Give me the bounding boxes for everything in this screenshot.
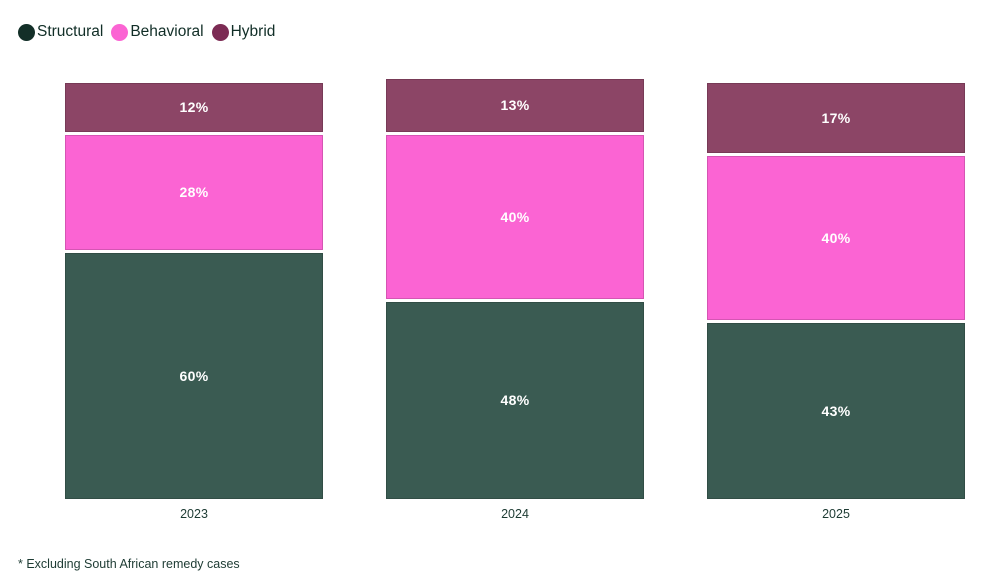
legend-item-hybrid[interactable]: Hybrid: [211, 23, 276, 41]
bar-segment-structural-2024[interactable]: 48%: [386, 301, 644, 499]
x-axis-label-2023: 2023: [180, 506, 208, 521]
segment-value-label: 28%: [179, 184, 209, 200]
chart-footnote: * Excluding South African remedy cases: [18, 557, 240, 571]
bar-segment-hybrid-2023[interactable]: 12%: [65, 82, 323, 132]
bar-segment-hybrid-2025[interactable]: 17%: [707, 82, 965, 153]
bar-column-2024: 13% 40% 48% 2024: [386, 78, 644, 521]
legend-swatch-structural-icon: [18, 23, 35, 41]
stacked-bar-2025: 17% 40% 43%: [707, 82, 965, 499]
bar-column-2023: 12% 28% 60% 2023: [65, 82, 323, 521]
segment-value-label: 48%: [500, 392, 530, 408]
bar-segment-structural-2025[interactable]: 43%: [707, 322, 965, 499]
bars-row: 12% 28% 60% 2023 13% 40% 48% 2024 17% 40% 43% 2025: [65, 78, 965, 520]
bar-segment-behavioral-2023[interactable]: 28%: [65, 134, 323, 250]
bar-segment-hybrid-2024[interactable]: 13%: [386, 78, 644, 132]
x-axis-label-2024: 2024: [501, 506, 529, 521]
bar-segment-behavioral-2025[interactable]: 40%: [707, 155, 965, 320]
legend-item-structural[interactable]: Structural: [18, 23, 104, 41]
stacked-bar-2024: 13% 40% 48%: [386, 78, 644, 499]
bar-column-2025: 17% 40% 43% 2025: [707, 82, 965, 521]
stacked-bar-2023: 12% 28% 60%: [65, 82, 323, 499]
legend-swatch-hybrid-icon: [211, 23, 229, 41]
legend-label-hybrid: Hybrid: [230, 23, 276, 41]
chart-legend: Structural Behavioral Hybrid: [18, 22, 1000, 42]
segment-value-label: 17%: [821, 109, 851, 126]
legend-label-behavioral: Behavioral: [130, 23, 204, 41]
segment-value-label: 13%: [500, 97, 530, 113]
legend-label-structural: Structural: [37, 23, 104, 41]
bar-segment-structural-2023[interactable]: 60%: [65, 252, 323, 499]
segment-value-label: 40%: [500, 208, 530, 225]
legend-swatch-behavioral-icon: [111, 23, 129, 41]
segment-value-label: 43%: [821, 402, 851, 419]
segment-value-label: 40%: [821, 229, 851, 246]
legend-item-behavioral[interactable]: Behavioral: [111, 23, 204, 41]
x-axis-label-2025: 2025: [822, 506, 850, 521]
bar-segment-behavioral-2024[interactable]: 40%: [386, 134, 644, 299]
segment-value-label: 12%: [179, 99, 209, 115]
segment-value-label: 60%: [179, 367, 209, 384]
